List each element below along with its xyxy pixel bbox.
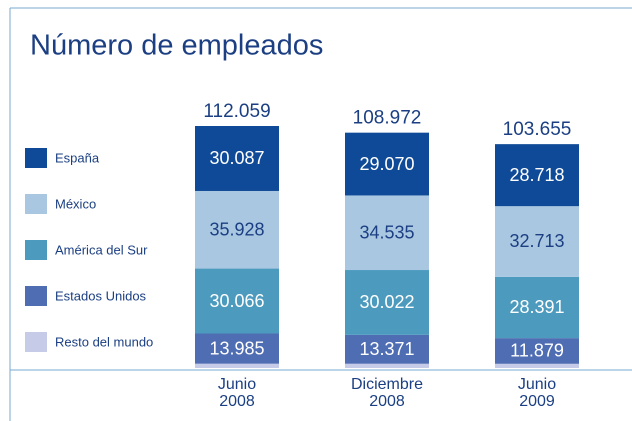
bar-segment [345,334,429,364]
value-label: 30.087 [209,148,264,168]
legend-swatch [25,148,47,168]
bar-segment [195,126,279,191]
value-label: 28.391 [509,297,564,317]
bar-segment [195,268,279,334]
x-tick-label: Diciembre 2008 [350,376,423,410]
legend-label: Resto del mundo [55,334,153,349]
legend-swatch [25,240,47,260]
legend-label: España [55,150,100,165]
legend-label: América del Sur [55,242,148,257]
total-label: 103.655 [503,119,572,140]
x-tick-label: Junio 2009 [517,376,557,410]
legend-label: Estados Unidos [55,288,147,303]
bar-segment [495,144,579,207]
value-label: 30.066 [209,291,264,311]
total-label: 112.059 [203,101,270,122]
legend-swatch [25,286,47,306]
bar-segment [345,132,429,196]
bar-segment [495,338,579,364]
value-label: 13.985 [209,338,264,358]
bar-segment [495,206,579,277]
bar-segment [345,195,429,271]
total-label: 108.972 [353,108,422,129]
bar-segment [195,363,279,368]
chart-title: Número de empleados [30,30,323,62]
bar-segment [495,276,579,339]
value-label: 35.928 [209,220,264,240]
legend-swatch [25,194,47,214]
value-label: 28.718 [509,165,564,185]
value-label: 34.535 [359,222,414,242]
bar-segment [195,190,279,269]
bar-segment [195,333,279,364]
value-label: 29.070 [359,154,414,174]
x-tick-label: Junio 2008 [217,376,257,410]
legend-swatch [25,332,47,352]
legend-label: México [55,196,96,211]
value-label: 13.371 [359,339,414,359]
value-label: 11.879 [510,341,564,361]
bar-segment [345,270,429,335]
value-label: 30.022 [359,292,414,312]
bar-segment [495,363,579,368]
bar-segment [345,363,429,368]
value-label: 32.713 [509,231,564,251]
